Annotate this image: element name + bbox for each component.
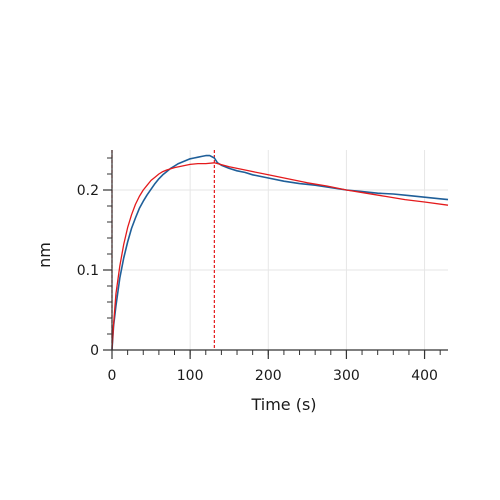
tick-labels: 0 0.1 0.2 0 100 200 300 400 — [77, 183, 438, 384]
grid — [112, 150, 448, 350]
y-axis-label: nm — [35, 242, 54, 268]
x-tick-label: 100 — [177, 368, 204, 384]
y-tick-label: 0 — [90, 343, 99, 359]
x-tick-label: 200 — [255, 368, 282, 384]
series-lines — [111, 154, 449, 351]
y-tick-label: 0.1 — [77, 263, 99, 279]
fit-series-line — [111, 162, 449, 351]
marker-lines — [111, 150, 215, 350]
x-axis-label: Time (s) — [250, 395, 316, 414]
x-tick-label: 300 — [333, 368, 360, 384]
y-tick-label: 0.2 — [77, 183, 99, 199]
x-tick-label: 0 — [108, 368, 117, 384]
x-tick-label: 400 — [411, 368, 438, 384]
measured-series-line — [111, 154, 449, 351]
axes — [103, 150, 448, 359]
